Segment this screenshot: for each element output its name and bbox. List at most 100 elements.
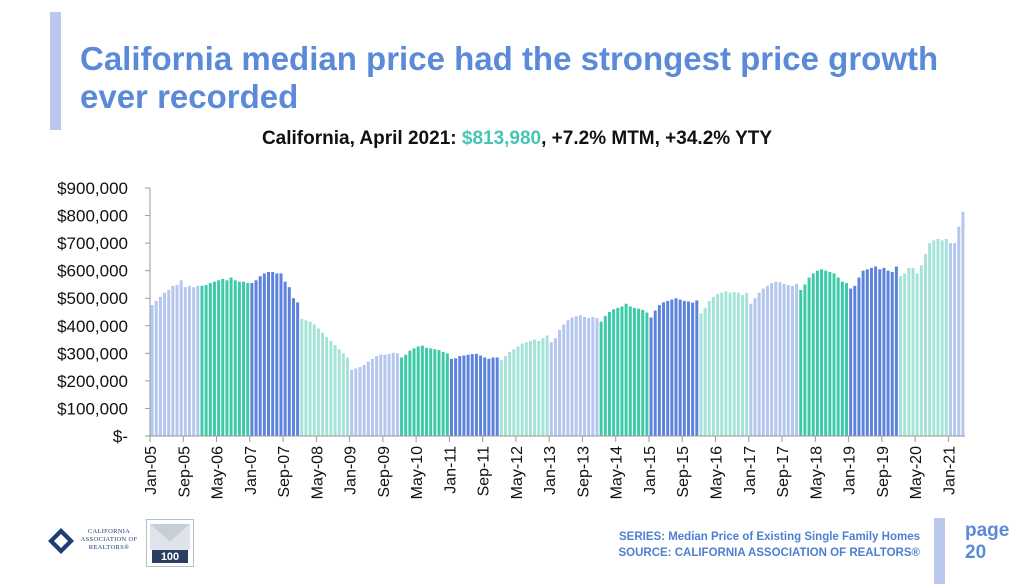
- y-tick-label: $-: [113, 427, 128, 446]
- bar: [354, 368, 358, 436]
- bar: [666, 300, 670, 436]
- bar: [283, 281, 287, 436]
- bar: [167, 289, 171, 436]
- bar: [753, 298, 757, 436]
- bar: [420, 345, 424, 436]
- bar: [395, 353, 399, 436]
- bar: [508, 351, 512, 436]
- bar: [695, 300, 699, 436]
- bar: [807, 277, 811, 436]
- bar: [612, 309, 616, 436]
- bar: [487, 358, 491, 436]
- bar: [711, 296, 715, 436]
- bar: [150, 305, 154, 436]
- x-tick-label: Jan-15: [642, 446, 659, 495]
- bar: [628, 306, 632, 436]
- bar: [865, 269, 869, 436]
- bar: [649, 317, 653, 436]
- bar: [911, 267, 915, 436]
- bar: [703, 307, 707, 436]
- bar: [578, 315, 582, 436]
- bar: [449, 358, 453, 436]
- bar: [528, 340, 532, 436]
- bar: [624, 303, 628, 436]
- x-tick-label: Jan-11: [442, 446, 459, 494]
- x-tick-label: May-12: [509, 446, 526, 499]
- bar: [312, 324, 316, 436]
- bar: [358, 367, 362, 436]
- bar: [957, 226, 961, 436]
- bar: [325, 336, 329, 436]
- bar: [653, 310, 657, 436]
- bar: [919, 265, 923, 436]
- bar: [267, 272, 270, 436]
- bar: [458, 356, 462, 436]
- bar: [504, 356, 508, 436]
- bar: [441, 351, 445, 436]
- x-tick-label: Jan-21: [941, 446, 958, 495]
- bar: [682, 300, 686, 436]
- y-tick-label: $700,000: [57, 234, 128, 253]
- bar: [308, 321, 312, 436]
- x-tick-label: May-18: [808, 446, 825, 499]
- y-tick-label: $300,000: [57, 344, 128, 363]
- bar: [820, 269, 824, 436]
- bar: [570, 317, 574, 436]
- x-tick-label: Jan-19: [842, 446, 859, 495]
- bar: [620, 306, 624, 436]
- bar: [840, 281, 844, 436]
- x-tick-label: Sep-11: [476, 446, 493, 497]
- bar: [878, 269, 882, 436]
- bar: [899, 276, 903, 436]
- bar: [686, 301, 690, 436]
- bar: [520, 343, 524, 436]
- bar: [662, 302, 666, 436]
- bar: [512, 349, 516, 436]
- bar: [495, 357, 499, 436]
- bar: [163, 292, 167, 436]
- bar: [741, 294, 745, 436]
- subtitle-suffix: , +7.2% MTM, +34.2% YTY: [541, 128, 773, 149]
- bar: [212, 281, 216, 436]
- x-tick-label: Jan-17: [742, 446, 759, 495]
- bar: [192, 287, 196, 436]
- bar: [250, 283, 254, 436]
- bar: [637, 308, 641, 436]
- bar: [387, 353, 391, 436]
- bar: [562, 324, 566, 436]
- bar: [433, 349, 437, 436]
- bar: [928, 243, 932, 436]
- bar: [936, 238, 940, 436]
- bar: [300, 318, 304, 436]
- bar: [383, 354, 387, 436]
- bar: [553, 338, 557, 436]
- bar: [691, 302, 695, 436]
- bar: [370, 358, 374, 436]
- bar: [549, 342, 553, 436]
- bar: [591, 316, 595, 436]
- bar: [566, 320, 570, 436]
- bar: [641, 309, 645, 436]
- bar: [404, 354, 408, 436]
- subtitle-prefix: California, April 2021:: [261, 128, 462, 149]
- bar: [408, 350, 412, 436]
- bar: [400, 357, 404, 436]
- bar: [416, 346, 420, 436]
- bar: [745, 292, 749, 436]
- bar: [944, 238, 948, 436]
- bar: [670, 299, 674, 436]
- bar: [541, 338, 545, 436]
- y-tick-label: $600,000: [57, 262, 128, 281]
- y-tick-label: $800,000: [57, 207, 128, 226]
- source-note: SERIES: Median Price of Existing Single …: [560, 529, 920, 561]
- bar: [337, 349, 341, 436]
- bar: [346, 357, 350, 436]
- bar: [824, 270, 828, 436]
- y-tick-label: $200,000: [57, 372, 128, 391]
- bar: [699, 313, 703, 436]
- bar: [815, 270, 819, 436]
- y-tick-label: $400,000: [57, 317, 128, 336]
- bar: [483, 357, 487, 436]
- subtitle-value: $813,980: [461, 128, 542, 149]
- bar: [948, 243, 952, 436]
